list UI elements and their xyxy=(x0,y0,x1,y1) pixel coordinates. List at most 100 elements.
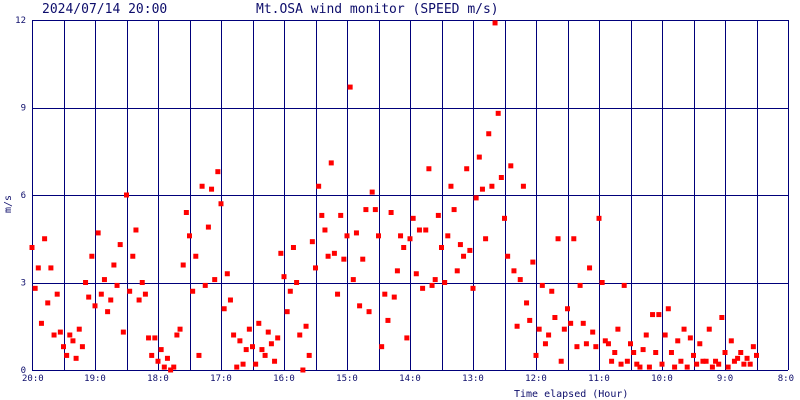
data-point xyxy=(725,364,731,370)
data-point xyxy=(646,364,652,370)
data-point xyxy=(335,291,341,297)
data-point xyxy=(205,224,211,230)
data-point xyxy=(372,207,378,213)
data-point xyxy=(407,236,413,242)
data-point xyxy=(747,361,753,367)
data-point xyxy=(196,352,202,358)
data-point xyxy=(347,84,353,90)
x-tick-label: 20:0 xyxy=(22,374,44,384)
data-point xyxy=(294,280,300,285)
data-point xyxy=(442,280,448,285)
data-point xyxy=(287,288,293,294)
data-point xyxy=(237,338,243,344)
data-point xyxy=(108,297,114,303)
data-point xyxy=(533,352,539,358)
data-point xyxy=(502,215,507,221)
data-point xyxy=(67,332,73,338)
data-point xyxy=(92,303,98,309)
data-point xyxy=(612,350,618,355)
data-point xyxy=(643,332,649,338)
data-point xyxy=(35,265,41,271)
data-point xyxy=(583,341,589,347)
data-point xyxy=(637,364,643,370)
data-point xyxy=(171,364,177,370)
data-point xyxy=(224,271,230,277)
data-point xyxy=(722,350,728,355)
data-point xyxy=(284,309,290,315)
data-point xyxy=(369,189,375,195)
data-point xyxy=(631,350,637,355)
data-point xyxy=(353,230,359,236)
data-point xyxy=(187,233,192,239)
data-point xyxy=(256,320,262,326)
data-point xyxy=(51,332,57,338)
data-point xyxy=(404,335,410,341)
data-point xyxy=(423,227,429,233)
data-point xyxy=(142,291,148,297)
data-point xyxy=(650,312,656,318)
data-point xyxy=(338,212,344,218)
data-point xyxy=(659,361,665,367)
data-point xyxy=(290,245,296,250)
data-point xyxy=(495,110,501,116)
data-point xyxy=(624,358,630,364)
x-tick-label: 16:0 xyxy=(273,374,295,384)
data-point xyxy=(445,233,451,239)
x-tick-label: 11:0 xyxy=(588,374,610,384)
data-point xyxy=(621,282,627,288)
data-point xyxy=(618,361,624,367)
data-point xyxy=(517,277,523,283)
data-point xyxy=(272,358,278,364)
data-point xyxy=(281,274,287,280)
data-point xyxy=(439,245,444,250)
data-point xyxy=(662,332,668,338)
data-point xyxy=(486,131,492,137)
data-point xyxy=(136,297,142,303)
data-point xyxy=(240,361,246,367)
x-axis-label: Time elapsed (Hour) xyxy=(514,389,628,400)
data-point xyxy=(357,303,363,309)
data-point xyxy=(158,347,164,353)
data-point xyxy=(152,335,158,341)
data-point xyxy=(215,169,221,175)
data-point xyxy=(700,358,706,364)
data-point xyxy=(672,364,678,370)
data-point xyxy=(319,212,325,218)
data-point xyxy=(111,262,117,268)
y-tick-label: 3 xyxy=(21,279,26,289)
data-point xyxy=(133,227,139,233)
data-point xyxy=(231,332,237,338)
data-point xyxy=(713,358,719,364)
data-point xyxy=(716,361,722,367)
data-point xyxy=(470,285,476,291)
data-point xyxy=(391,294,397,300)
data-point xyxy=(344,233,350,239)
data-point xyxy=(744,355,750,361)
data-point xyxy=(684,364,690,370)
data-point xyxy=(209,186,215,192)
x-tick-label: 12:0 xyxy=(525,374,547,384)
data-point xyxy=(212,277,218,283)
data-point xyxy=(275,335,281,341)
data-point xyxy=(464,166,470,172)
data-point xyxy=(341,256,347,262)
data-point xyxy=(687,335,693,341)
data-point xyxy=(86,294,92,300)
y-axis-label: m/s xyxy=(3,195,14,213)
data-point xyxy=(83,280,89,285)
data-point xyxy=(117,242,123,248)
data-point xyxy=(190,288,196,294)
data-point xyxy=(609,358,615,364)
data-point xyxy=(628,341,633,347)
data-point xyxy=(602,338,608,344)
data-point xyxy=(555,236,561,242)
data-point xyxy=(234,364,240,370)
data-point xyxy=(146,335,152,341)
data-point xyxy=(448,183,454,189)
data-point xyxy=(127,288,133,294)
data-point xyxy=(435,212,441,218)
data-point xyxy=(73,355,79,361)
data-point xyxy=(366,309,372,315)
data-point xyxy=(105,309,111,315)
data-point xyxy=(577,282,583,288)
